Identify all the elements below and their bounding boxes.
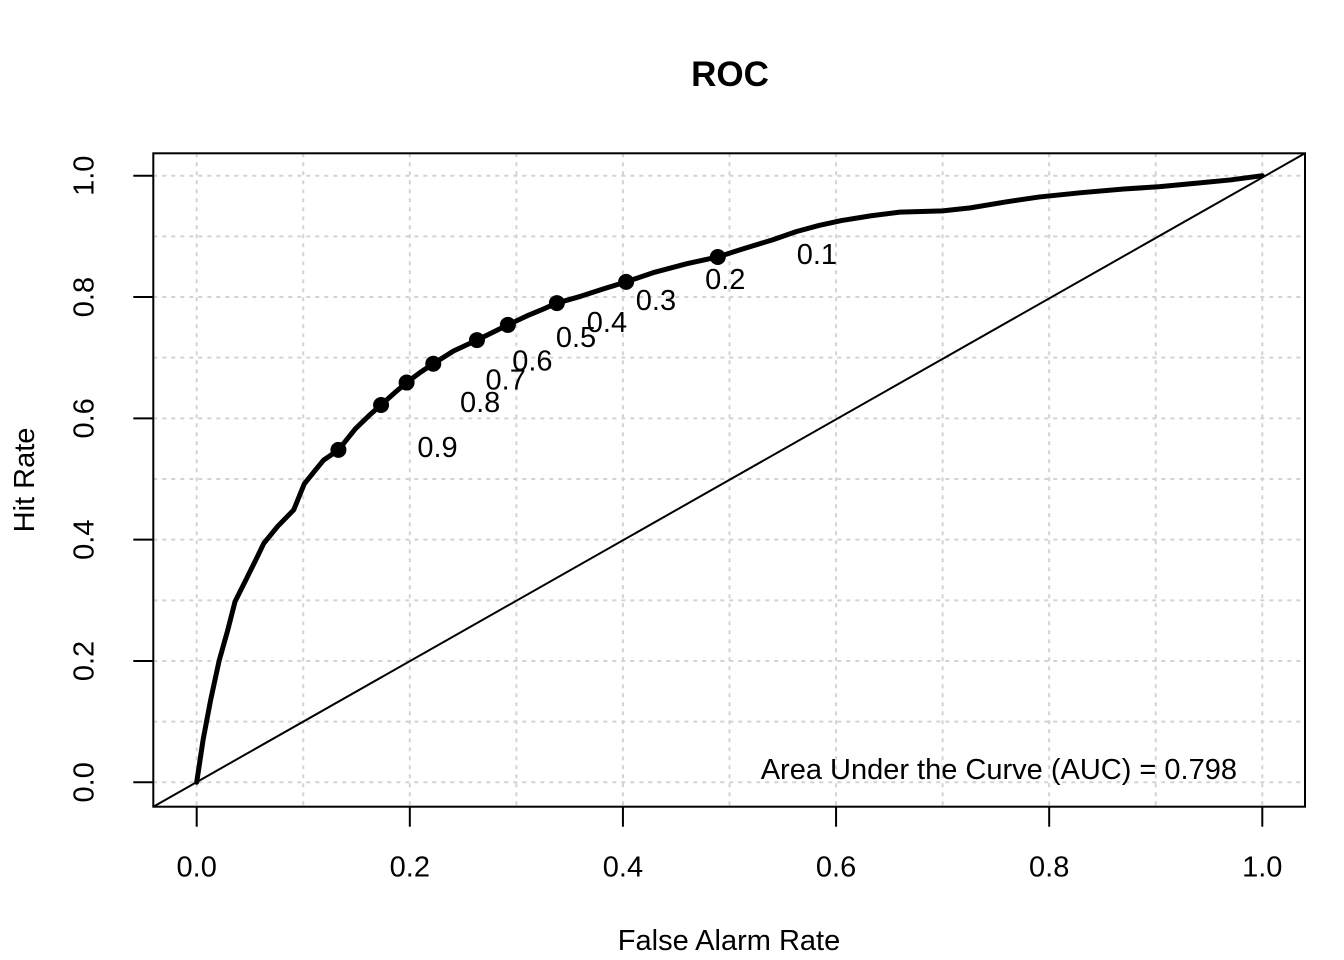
- x-tick-label: 0.6: [816, 852, 856, 884]
- threshold-point: [468, 332, 485, 349]
- threshold-label: 0.7: [486, 365, 526, 397]
- y-axis-label: Hit Rate: [9, 428, 41, 533]
- x-axis-label: False Alarm Rate: [618, 925, 840, 957]
- threshold-label: 0.5: [556, 322, 596, 354]
- threshold-label: 0.3: [636, 285, 676, 317]
- threshold-point: [425, 355, 442, 372]
- x-tick-label: 0.8: [1029, 852, 1069, 884]
- roc-curve: [194, 173, 1265, 785]
- y-tick-label: 0.2: [68, 641, 100, 681]
- y-tick-label: 1.0: [68, 156, 100, 196]
- threshold-label: 0.6: [512, 346, 552, 378]
- threshold-point: [398, 374, 415, 391]
- threshold-label: 0.1: [797, 239, 837, 271]
- threshold-point: [330, 441, 347, 458]
- plot-border: [152, 152, 1306, 808]
- y-tick-label: 0.6: [68, 398, 100, 438]
- chance-diagonal-line: [152, 152, 1306, 808]
- threshold-point: [373, 396, 390, 413]
- x-tick-label: 0.2: [390, 852, 430, 884]
- x-tick-label: 0.4: [603, 852, 643, 884]
- threshold-point: [548, 295, 565, 312]
- y-tick-label: 0.4: [68, 519, 100, 559]
- threshold-point: [618, 273, 635, 290]
- y-tick-label: 0.0: [68, 762, 100, 802]
- auc-annotation: Area Under the Curve (AUC) = 0.798: [761, 754, 1237, 786]
- threshold-label: 0.8: [460, 387, 500, 419]
- threshold-point: [499, 316, 516, 333]
- threshold-label: 0.9: [417, 432, 457, 464]
- x-tick-label: 1.0: [1242, 852, 1282, 884]
- threshold-point: [709, 248, 726, 265]
- x-tick-label: 0.0: [177, 852, 217, 884]
- threshold-label: 0.2: [705, 264, 745, 296]
- y-tick-label: 0.8: [68, 277, 100, 317]
- threshold-label: 0.4: [587, 307, 627, 339]
- chart-text-layer: ROC False Alarm Rate Hit Rate Area Under…: [9, 55, 1237, 957]
- chart-title: ROC: [691, 55, 769, 94]
- chart-geometry-layer: 0.90.80.70.60.50.40.30.20.10.0 0.2 0.4 0.6 0…: [68, 152, 1306, 884]
